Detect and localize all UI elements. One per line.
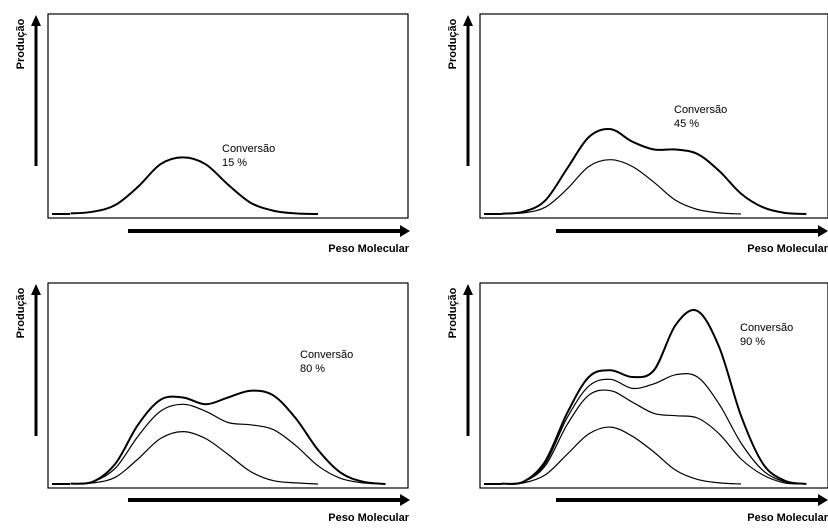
x-axis-arrow-head — [400, 225, 410, 237]
series-line-2 — [501, 389, 807, 485]
x-axis-label: Peso Molecular — [747, 512, 828, 524]
x-axis-arrow-head — [818, 225, 828, 237]
annotation-title: Conversão — [222, 143, 275, 155]
y-axis-label: Produção — [447, 18, 459, 69]
series-line-2 — [70, 403, 386, 485]
annotation-value: 15 % — [222, 157, 247, 169]
plot-frame — [479, 282, 828, 489]
x-axis-arrow-head — [400, 494, 410, 506]
y-axis-label: Produção — [447, 287, 459, 338]
chart-panel-4: Produção Peso Molecular Conversão 90 % — [447, 282, 828, 524]
series-line-1 — [501, 426, 742, 485]
x-axis-label: Peso Molecular — [328, 243, 409, 255]
x-axis-label: Peso Molecular — [328, 512, 409, 524]
series-line-3 — [70, 389, 386, 485]
plot-frame — [47, 13, 409, 219]
y-axis-label: Produção — [15, 18, 27, 69]
chart-panel-1: Produção Peso Molecular Conversão 15 % — [15, 13, 410, 255]
series-line-1 — [70, 156, 319, 215]
y-axis-arrow-head — [31, 284, 41, 295]
annotation-title: Conversão — [674, 104, 727, 116]
series-line-4 — [501, 309, 807, 485]
annotation-value: 90 % — [740, 336, 765, 348]
y-axis-label: Produção — [15, 287, 27, 338]
series-line-2 — [501, 127, 807, 215]
plot-frame — [479, 13, 828, 219]
annotation-value: 80 % — [300, 363, 325, 375]
y-axis-arrow-head — [463, 15, 473, 26]
chart-panel-3: Produção Peso Molecular Conversão 80 % — [15, 282, 410, 524]
annotation-value: 45 % — [674, 118, 699, 130]
y-axis-arrow-head — [463, 284, 473, 295]
plot-frame — [47, 282, 409, 489]
series-line-1 — [70, 430, 319, 485]
y-axis-arrow-head — [31, 15, 41, 26]
series-line-1 — [501, 159, 742, 215]
x-axis-label: Peso Molecular — [747, 243, 828, 255]
chart-panel-2: Produção Peso Molecular Conversão 45 % — [447, 13, 828, 255]
annotation-title: Conversão — [300, 349, 353, 361]
series-line-3 — [501, 373, 807, 485]
annotation-title: Conversão — [740, 322, 793, 334]
x-axis-arrow-head — [818, 494, 828, 506]
